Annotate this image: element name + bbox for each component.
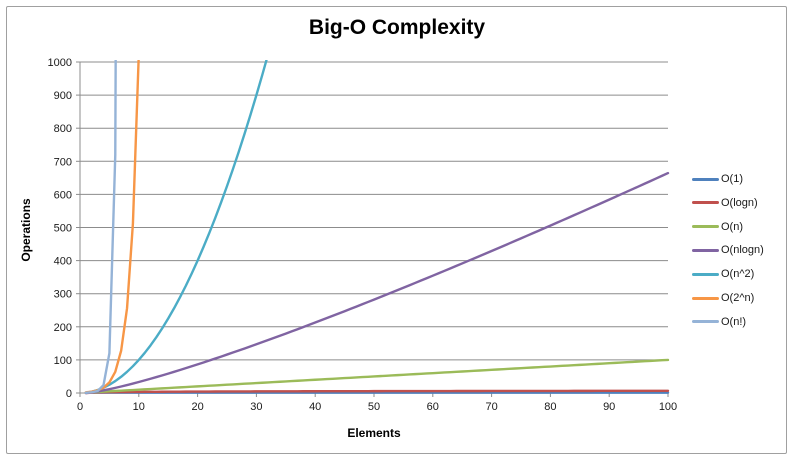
x-tick-label: 40 [309,401,321,413]
y-tick-label: 800 [54,123,72,135]
x-tick-label: 60 [427,401,439,413]
y-tick-label: 500 [54,223,72,235]
x-tick-label: 50 [368,401,380,413]
y-tick-label: 200 [54,322,72,334]
chart-title: Big-O Complexity [308,16,486,39]
series-line-O(n^2) [84,60,268,394]
x-tick-label: 70 [485,401,497,413]
x-tick-label: 20 [191,401,203,413]
series-line-O(n) [84,358,670,394]
x-axis-title: Elements [347,426,401,440]
x-tick-label: 80 [544,401,556,413]
series-line-O(nlogn) [84,171,670,395]
x-tick-label: 10 [133,401,145,413]
y-tick-label: 1000 [48,57,72,69]
chart-border-frame [6,6,787,454]
y-tick-label: 0 [66,388,72,400]
y-tick-label: 900 [54,90,72,102]
y-tick-label: 300 [54,289,72,301]
x-tick-label: 0 [77,401,83,413]
y-tick-label: 100 [54,355,72,367]
series-line-O(logn) [84,389,670,395]
x-tick-label: 100 [659,401,677,413]
x-tick-label: 30 [250,401,262,413]
y-tick-label: 700 [54,156,72,168]
y-tick-label: 600 [54,189,72,201]
series-line-O(n!) [84,60,117,394]
x-tick-label: 90 [603,401,615,413]
series-line-O(2^n) [84,60,140,394]
y-tick-label: 400 [54,256,72,268]
